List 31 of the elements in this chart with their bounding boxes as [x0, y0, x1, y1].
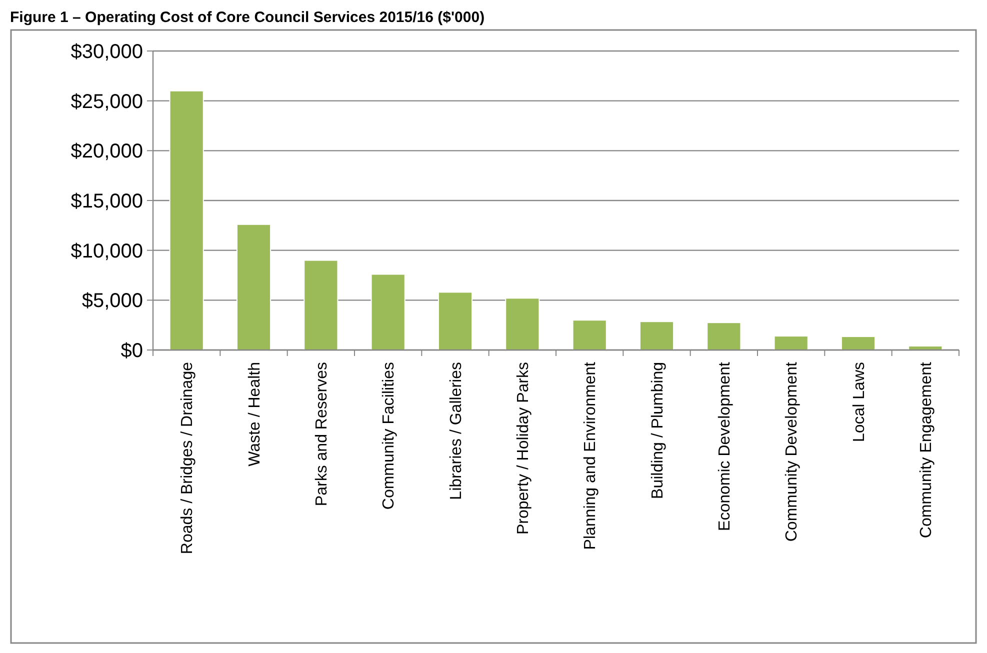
bar [639, 321, 674, 350]
x-tick-label: Local Laws [850, 362, 868, 442]
x-tick-label: Property / Holiday Parks [515, 362, 532, 535]
y-tick-label: $0 [120, 340, 143, 362]
bar [370, 274, 406, 350]
bar [774, 336, 808, 350]
x-tick-label: Community Engagement [918, 361, 936, 538]
bar [169, 90, 204, 350]
y-tick-label: $15,000 [70, 190, 143, 212]
x-tick-label: Libraries / Galleries [448, 362, 465, 500]
bar [236, 224, 272, 350]
x-tick-label: Waste / Health [246, 362, 264, 466]
x-tick-label: Building / Plumbing [649, 362, 666, 499]
y-tick-label: $5,000 [82, 290, 143, 312]
y-tick-label: $20,000 [70, 140, 143, 163]
bar [572, 320, 607, 350]
y-tick-label: $10,000 [70, 240, 143, 262]
bar [840, 336, 876, 350]
bar [505, 298, 540, 350]
x-tick-label: Planning and Environment [582, 361, 600, 550]
y-tick-label: $25,000 [70, 90, 143, 113]
y-tick-label: $30,000 [70, 41, 143, 63]
bar [304, 260, 338, 350]
chart-title: Figure 1 – Operating Cost of Core Council Services 2015/16 ($'000) [10, 9, 485, 26]
x-tick-label: Community Development [784, 361, 801, 542]
bar [438, 292, 473, 350]
x-tick-label: Economic Development [716, 361, 734, 531]
x-tick-label: Community Facilities [380, 362, 398, 510]
bar [706, 322, 742, 350]
x-tick-label: Roads / Bridges / Drainage [179, 362, 196, 554]
x-tick-label: Parks and Reserves [314, 362, 331, 506]
